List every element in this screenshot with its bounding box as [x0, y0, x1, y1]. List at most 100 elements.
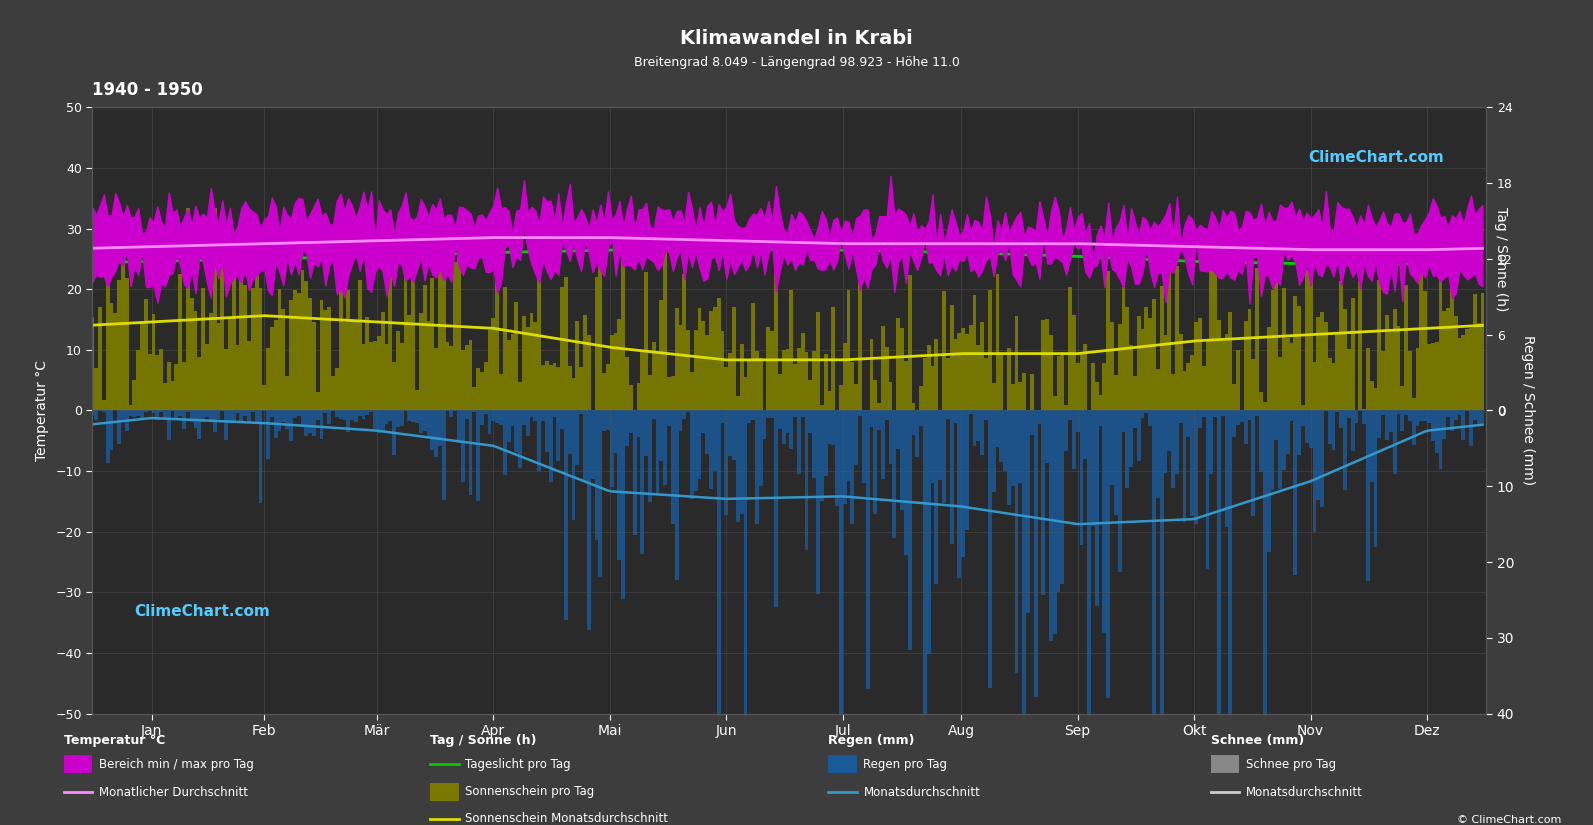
Bar — [435, 348, 438, 411]
Bar — [980, 411, 984, 455]
Bar — [900, 328, 903, 411]
Bar — [1007, 411, 1012, 505]
Bar — [1301, 411, 1305, 427]
Bar — [804, 411, 808, 550]
Bar — [1290, 343, 1294, 411]
Bar — [175, 411, 178, 420]
Bar — [236, 345, 239, 411]
Bar — [1214, 411, 1217, 417]
Bar — [1179, 411, 1182, 422]
Bar — [301, 411, 304, 427]
Bar — [1403, 411, 1408, 415]
Bar — [266, 348, 269, 411]
Bar — [1037, 411, 1042, 424]
Bar — [1042, 320, 1045, 411]
Bar — [389, 267, 392, 411]
Bar — [91, 317, 94, 411]
Bar — [992, 384, 996, 411]
Bar — [820, 411, 824, 502]
Bar — [1209, 411, 1214, 474]
Bar — [720, 331, 725, 411]
Bar — [827, 391, 832, 411]
Bar — [378, 411, 381, 433]
Bar — [637, 411, 640, 437]
Bar — [567, 411, 572, 454]
Text: Breitengrad 8.049 - Längengrad 98.923 - Höhe 11.0: Breitengrad 8.049 - Längengrad 98.923 - … — [634, 56, 959, 69]
Bar — [1316, 317, 1321, 411]
Bar — [137, 411, 140, 417]
Bar — [881, 411, 884, 479]
Bar — [1144, 307, 1149, 411]
Bar — [808, 411, 812, 433]
Bar — [1179, 333, 1182, 411]
Bar — [663, 411, 667, 485]
Bar — [605, 411, 610, 430]
Bar — [1050, 335, 1053, 411]
Bar — [1125, 411, 1129, 488]
Bar — [1348, 349, 1351, 411]
Bar — [430, 783, 459, 801]
Bar — [667, 377, 671, 411]
Bar — [602, 411, 605, 431]
Bar — [327, 308, 331, 411]
Bar — [919, 386, 922, 411]
Bar — [1061, 411, 1064, 584]
Text: Klimawandel in Krabi: Klimawandel in Krabi — [680, 29, 913, 48]
Bar — [274, 411, 277, 438]
Bar — [763, 411, 766, 439]
Bar — [717, 298, 720, 411]
Bar — [1239, 411, 1244, 422]
Bar — [1168, 411, 1171, 451]
Bar — [1480, 293, 1485, 411]
Bar — [460, 350, 465, 411]
Bar — [1359, 281, 1362, 411]
Bar — [1263, 411, 1266, 825]
Bar — [526, 327, 529, 411]
Text: © ClimeChart.com: © ClimeChart.com — [1456, 815, 1561, 825]
Bar — [529, 411, 534, 417]
Bar — [999, 411, 1004, 462]
Bar — [941, 290, 946, 411]
Bar — [503, 411, 507, 475]
Bar — [1458, 411, 1461, 415]
Bar — [156, 411, 159, 420]
Bar — [1201, 411, 1206, 417]
Bar — [304, 411, 307, 436]
Bar — [151, 411, 156, 413]
Text: Monatlicher Durchschnitt: Monatlicher Durchschnitt — [99, 785, 249, 799]
Text: Schnee (mm): Schnee (mm) — [1211, 734, 1305, 747]
Bar — [190, 411, 194, 422]
Bar — [728, 411, 733, 456]
Bar — [870, 339, 873, 411]
Bar — [1201, 365, 1206, 411]
Bar — [859, 276, 862, 411]
Bar — [1411, 398, 1416, 411]
Bar — [656, 353, 660, 411]
Bar — [435, 411, 438, 457]
Bar — [1340, 281, 1343, 411]
Text: Sonnenschein Monatsdurchschnitt: Sonnenschein Monatsdurchschnitt — [465, 813, 667, 825]
Bar — [419, 313, 422, 411]
Bar — [733, 307, 736, 411]
Bar — [277, 411, 282, 431]
Bar — [346, 290, 350, 411]
Bar — [572, 378, 575, 411]
Bar — [828, 755, 857, 774]
Bar — [416, 390, 419, 411]
Bar — [927, 345, 930, 411]
Bar — [205, 411, 209, 417]
Bar — [194, 311, 198, 411]
Bar — [170, 380, 175, 411]
Bar — [507, 340, 511, 411]
Bar — [499, 411, 503, 425]
Bar — [1316, 411, 1321, 500]
Bar — [632, 411, 637, 535]
Bar — [529, 313, 534, 411]
Bar — [411, 278, 416, 411]
Bar — [1442, 310, 1446, 411]
Bar — [564, 411, 567, 620]
Bar — [534, 323, 537, 411]
Bar — [1171, 411, 1176, 488]
Bar — [378, 336, 381, 411]
Bar — [1228, 411, 1233, 809]
